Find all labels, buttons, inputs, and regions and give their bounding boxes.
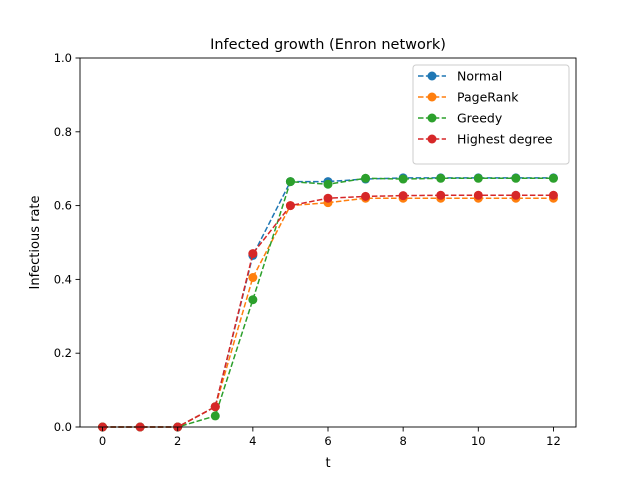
data-point — [323, 193, 333, 203]
legend-marker — [427, 71, 437, 81]
y-tick-label: 0.2 — [54, 346, 72, 360]
legend-box — [412, 64, 570, 165]
legend-label: Highest degree — [457, 132, 553, 147]
x-axis: 0 2 4 6 8 10 12 — [99, 427, 561, 448]
data-point — [548, 173, 558, 183]
data-point — [511, 173, 521, 183]
x-tick-label: 12 — [546, 434, 561, 448]
data-point — [473, 173, 483, 183]
legend-entry: Highest degree — [418, 132, 553, 147]
y-tick-label: 0.6 — [54, 199, 72, 213]
x-tick-label: 10 — [471, 434, 486, 448]
y-axis-label: Infectious rate — [28, 195, 43, 289]
legend-marker — [427, 92, 437, 102]
y-tick-label: 1.0 — [54, 51, 72, 65]
data-point — [436, 173, 446, 183]
data-point — [248, 295, 258, 305]
data-point — [398, 191, 408, 201]
data-point — [323, 179, 333, 189]
legend-entry: Normal — [418, 69, 502, 84]
x-tick-label: 0 — [99, 434, 106, 448]
legend-marker — [427, 113, 437, 123]
data-point — [361, 191, 371, 201]
data-point — [511, 190, 521, 200]
legend: Normal PageRank Greedy Highest degree — [412, 64, 570, 165]
data-point — [285, 177, 295, 187]
legend-label: PageRank — [457, 90, 519, 105]
y-tick-label: 0.0 — [54, 420, 72, 434]
y-tick-label: 0.8 — [54, 125, 72, 139]
legend-entry: Greedy — [418, 111, 503, 126]
data-point — [548, 190, 558, 200]
data-point — [473, 190, 483, 200]
data-point — [398, 174, 408, 184]
data-point — [210, 402, 220, 412]
x-tick-label: 8 — [399, 434, 406, 448]
y-axis: 0.0 0.2 0.4 0.6 0.8 1.0 — [54, 51, 80, 434]
data-point — [285, 201, 295, 211]
data-point — [210, 411, 220, 421]
chart-title: Infected growth (Enron network) — [210, 37, 446, 53]
data-point — [248, 273, 258, 283]
legend-entry: PageRank — [418, 90, 519, 105]
legend-marker — [427, 134, 437, 144]
data-point — [248, 249, 258, 259]
x-tick-label: 6 — [324, 434, 331, 448]
x-tick-label: 2 — [174, 434, 181, 448]
data-point — [436, 190, 446, 200]
y-tick-label: 0.4 — [54, 272, 72, 286]
legend-label: Normal — [457, 69, 502, 84]
x-axis-label: t — [325, 456, 330, 471]
legend-label: Greedy — [457, 111, 503, 126]
data-point — [361, 173, 371, 183]
x-tick-label: 4 — [249, 434, 256, 448]
